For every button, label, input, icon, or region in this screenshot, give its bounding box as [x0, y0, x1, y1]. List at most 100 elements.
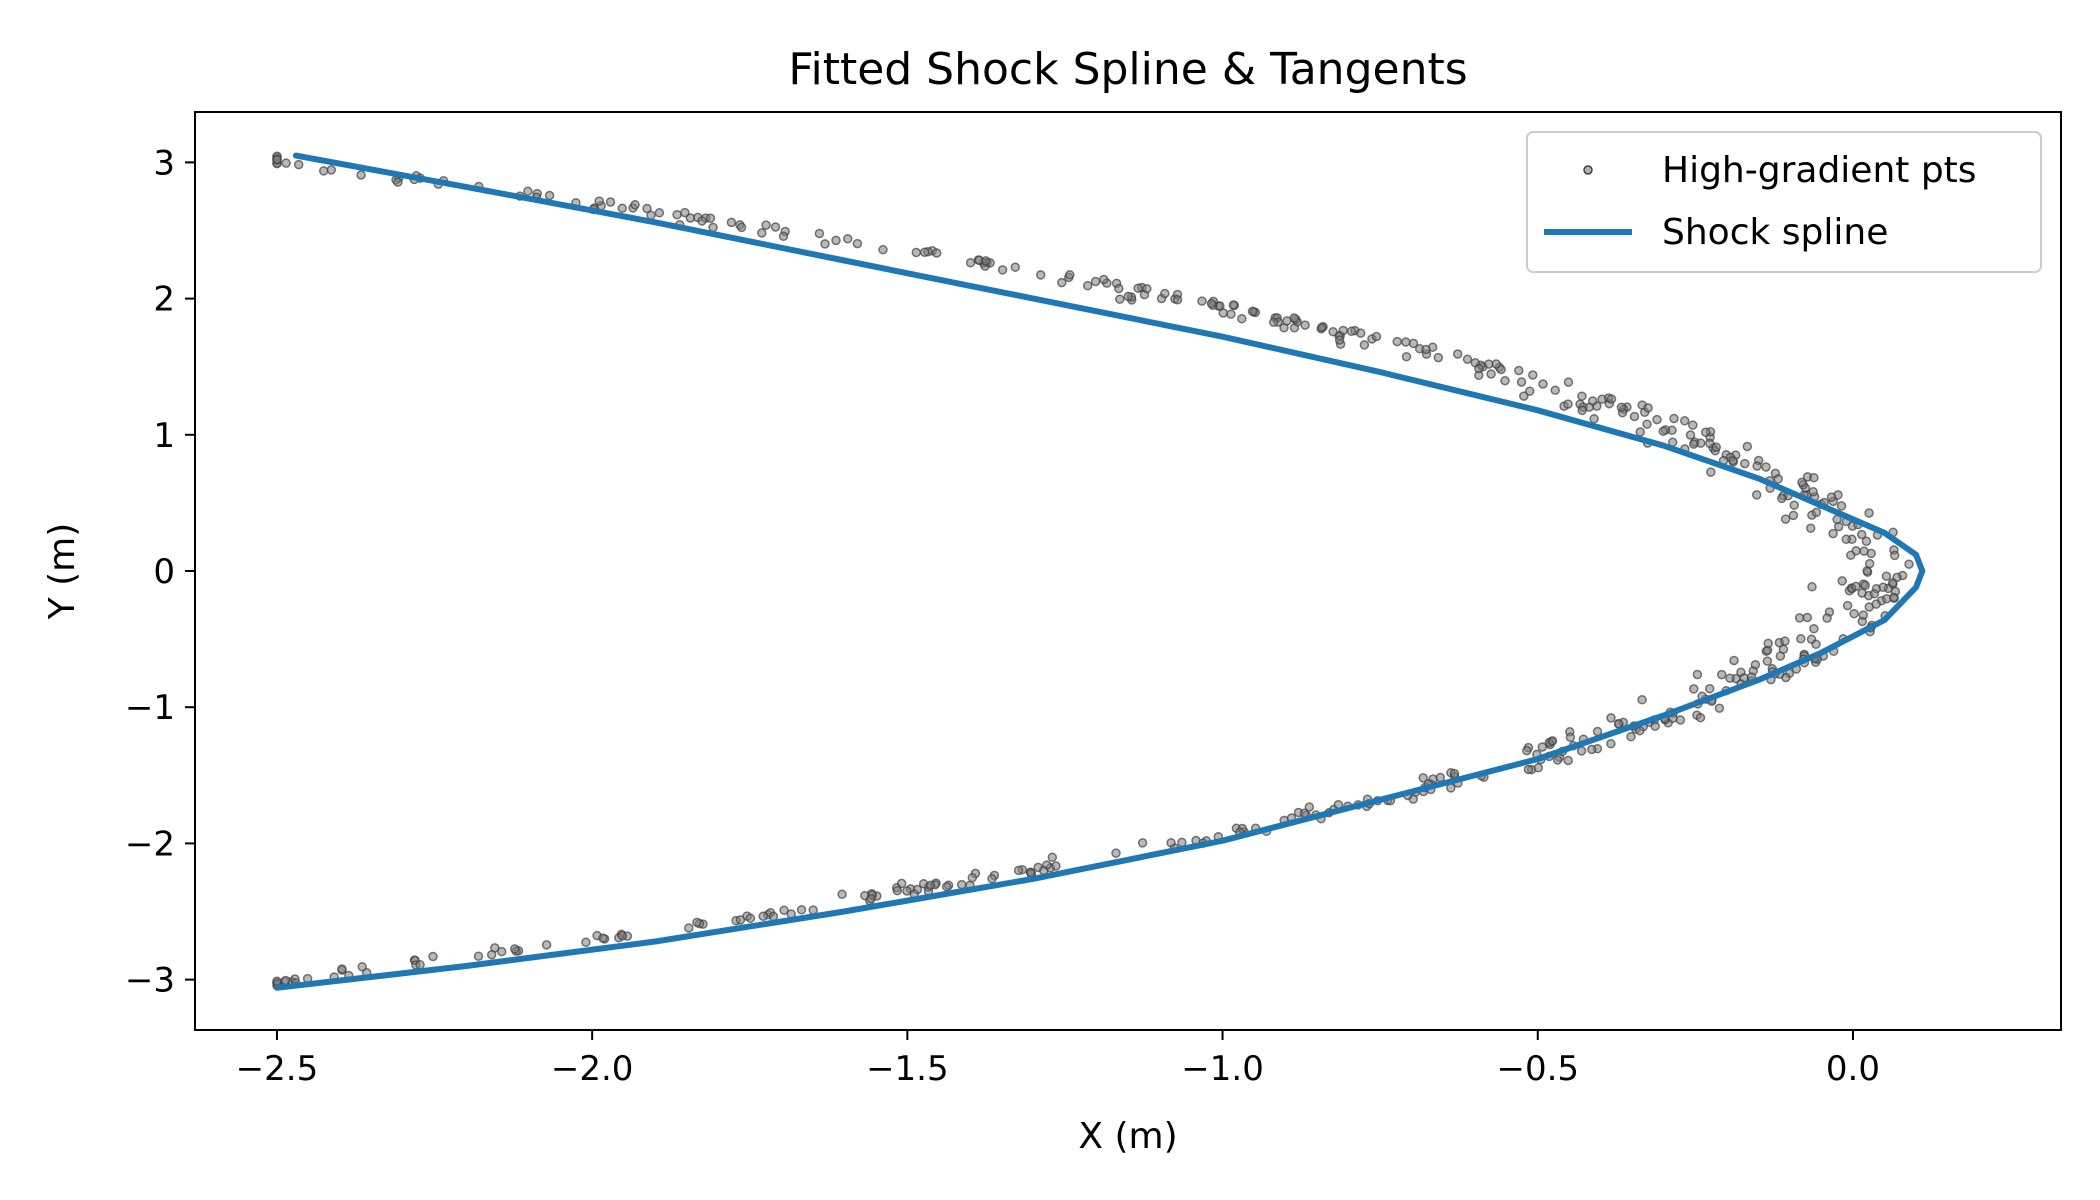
scatter-point: [1688, 420, 1698, 430]
legend-label-spline: Shock spline: [1662, 212, 1888, 253]
scatter-point: [680, 207, 690, 218]
scatter-point: [735, 915, 746, 925]
scatter-point: [1751, 490, 1762, 500]
scatter-point: [1881, 571, 1892, 581]
scatter-point: [1796, 634, 1806, 644]
scatter-point: [967, 872, 978, 883]
scatter-point: [770, 222, 781, 232]
x-tick-label: −1.0: [1181, 1049, 1264, 1089]
scatter-point: [820, 239, 830, 249]
scatter-point: [726, 217, 737, 228]
scatter-point: [1826, 492, 1837, 502]
scatter-point: [1857, 588, 1867, 598]
scatter-point: [630, 200, 640, 210]
scatter-point: [1685, 430, 1696, 440]
scatter-point: [1433, 352, 1444, 363]
scatter-point: [1462, 354, 1473, 365]
scatter-point: [1552, 755, 1563, 765]
scatter-point: [925, 880, 936, 891]
scatter-point: [318, 166, 329, 176]
scatter-point: [1629, 411, 1640, 422]
scatter-point: [1700, 427, 1711, 437]
scatter-point: [1524, 386, 1535, 396]
scatter-point: [1563, 399, 1573, 409]
scatter-point: [1528, 370, 1538, 380]
scatter-point: [1750, 659, 1761, 670]
x-tick-label: −1.5: [866, 1049, 949, 1089]
x-axis-ticks: −2.5 −2.0 −1.5 −1.0 −0.5 0.0: [236, 1030, 1880, 1089]
scatter-point: [1642, 419, 1652, 429]
scatter-point: [758, 911, 768, 922]
scatter-point: [1864, 508, 1874, 518]
scatter-point: [1725, 673, 1735, 683]
scatter-point: [1449, 768, 1460, 779]
scatter-point: [931, 248, 942, 258]
scatter-point: [1797, 477, 1807, 488]
scatter-point: [1849, 608, 1859, 619]
scatter-point: [980, 256, 991, 266]
scatter-point: [1841, 534, 1851, 545]
scatter-point: [1500, 375, 1510, 386]
scatter-point: [866, 893, 876, 904]
scatter-point: [1051, 861, 1061, 871]
scatter-point: [761, 220, 771, 230]
scatter-point: [1538, 379, 1548, 389]
scatter-point: [1789, 500, 1799, 510]
scatter-point: [1523, 764, 1534, 775]
scatter-point: [1565, 732, 1576, 743]
scatter-point: [1486, 369, 1496, 379]
scatter-point: [1338, 325, 1348, 336]
scatter-point: [837, 889, 847, 900]
scatter-point: [1858, 610, 1869, 620]
scatter-point: [1871, 599, 1881, 609]
scatter-point: [987, 873, 997, 884]
scatter-point: [1563, 377, 1574, 387]
scatter-point: [1137, 838, 1148, 848]
scatter-point: [1589, 414, 1599, 424]
scatter-point: [1328, 327, 1338, 337]
scatter-point: [1811, 639, 1821, 650]
scatter-point: [1761, 462, 1771, 472]
scatter-point: [473, 951, 484, 962]
scatter-point: [1851, 581, 1861, 592]
scatter-point: [594, 196, 604, 206]
scatter-point: [617, 931, 628, 941]
scatter-point: [842, 234, 853, 244]
scatter-point: [1626, 731, 1636, 742]
scatter-point: [1035, 270, 1046, 280]
scatter-point: [684, 923, 694, 933]
scatter-point: [1114, 283, 1124, 294]
scatter-point: [1842, 600, 1853, 611]
scatter-point: [1317, 322, 1327, 333]
scatter-point: [1635, 725, 1645, 736]
scatter-point: [1177, 837, 1187, 848]
scatter-point: [1889, 592, 1899, 603]
y-tick-label: 1: [153, 416, 175, 456]
scatter-point: [1577, 391, 1587, 401]
scatter-point: [1237, 313, 1247, 324]
scatter-point: [1418, 773, 1428, 783]
scatter-point: [1643, 403, 1653, 413]
legend-label-points: High-gradient pts: [1662, 150, 1977, 191]
scatter-point: [393, 177, 403, 187]
scatter-point: [1805, 523, 1816, 533]
scatter-point: [1822, 613, 1832, 623]
scatter-point: [1695, 712, 1706, 723]
scatter-point: [1047, 852, 1058, 863]
scatter-point: [1563, 755, 1573, 766]
scatter-point: [428, 951, 438, 962]
scatter-point: [1421, 344, 1431, 355]
scatter-point: [1090, 276, 1101, 287]
x-tick-label: −2.0: [551, 1049, 634, 1089]
scatter-point: [1856, 529, 1867, 540]
scatter-point: [852, 238, 863, 249]
scatter-point: [1226, 309, 1236, 319]
x-tick-label: −0.5: [1496, 1049, 1579, 1089]
x-axis-label: X (m): [1078, 1116, 1177, 1157]
scatter-point: [1115, 294, 1125, 304]
scatter-point: [1228, 300, 1239, 310]
scatter-point: [337, 964, 347, 974]
legend-box: [1526, 131, 2042, 273]
scatter-point: [1166, 838, 1176, 848]
